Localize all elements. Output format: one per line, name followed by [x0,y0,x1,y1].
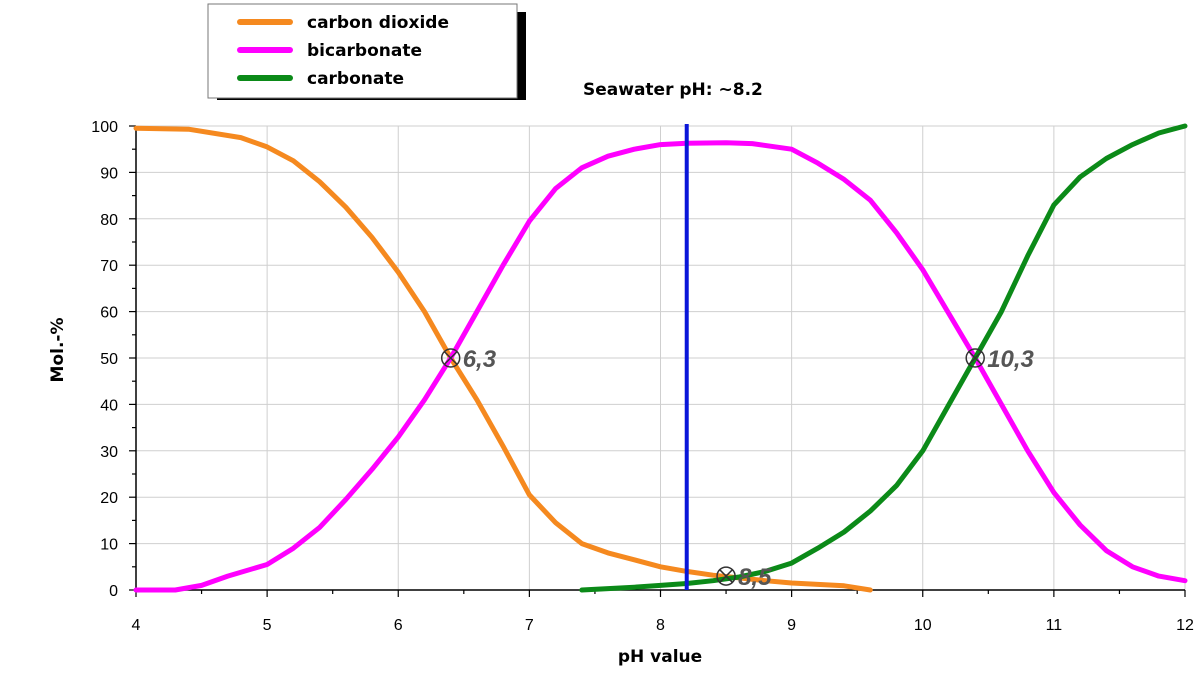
pka-marker-label: 6,3 [463,346,497,373]
y-tick-label: 40 [100,397,118,414]
y-tick-label: 60 [100,305,118,322]
legend-label: carbon dioxide [307,13,449,33]
gridlines [135,125,1186,591]
pka-marker-circle [965,348,985,368]
y-tick-label: 70 [100,258,118,275]
pka-markers: 6,3 8,5 10,3 [440,346,1035,591]
x-tick-label: 12 [1176,617,1194,634]
series-line-carbon-dioxide [133,125,873,593]
x-tick-label: 8 [656,617,665,634]
series-line-carbonate [579,123,1188,593]
legend-label: bicarbonate [307,41,422,61]
legend-label: carbonate [307,69,404,89]
y-tick-label: 100 [91,119,118,136]
y-tick-label: 90 [100,165,118,182]
x-tick-label: 4 [132,617,141,634]
pka-marker-circle [440,348,461,368]
pka-marker-cross [968,351,983,365]
y-tick-label: 50 [100,351,118,368]
series-lines [133,123,1188,593]
x-tick-label: 7 [525,617,534,634]
y-tick-label: 30 [100,444,118,461]
seawater-ph-label: Seawater pH: ~8.2 [583,80,763,100]
x-tick-label: 10 [914,617,932,634]
pka-marker-circle [716,566,736,586]
x-tick-label: 9 [787,617,796,634]
legend: carbon dioxide bicarbonate carbonate [207,3,526,100]
series-line-bicarbonate [133,140,1188,593]
y-tick-label: 20 [100,490,118,507]
x-tick-labels: 4 5 6 7 8 9 10 11 12 [132,617,1194,634]
x-tick-label: 6 [394,617,403,634]
y-tick-label: 0 [109,583,118,600]
y-tick-label: 80 [100,212,118,229]
pka-marker-cross [719,569,733,583]
y-tick-labels: 0 10 20 30 40 50 60 70 80 90 100 [91,119,118,600]
pka-marker-cross [443,351,458,365]
axes [129,125,1186,597]
y-tick-label: 10 [100,537,118,554]
y-axis-title: Mol.-% [48,318,68,383]
pka-marker-label: 10,3 [987,346,1034,373]
x-tick-label: 11 [1046,617,1063,634]
x-axis-title: pH value [618,647,702,667]
x-tick-label: 5 [263,617,272,634]
pka-marker-label: 8,5 [738,564,772,591]
